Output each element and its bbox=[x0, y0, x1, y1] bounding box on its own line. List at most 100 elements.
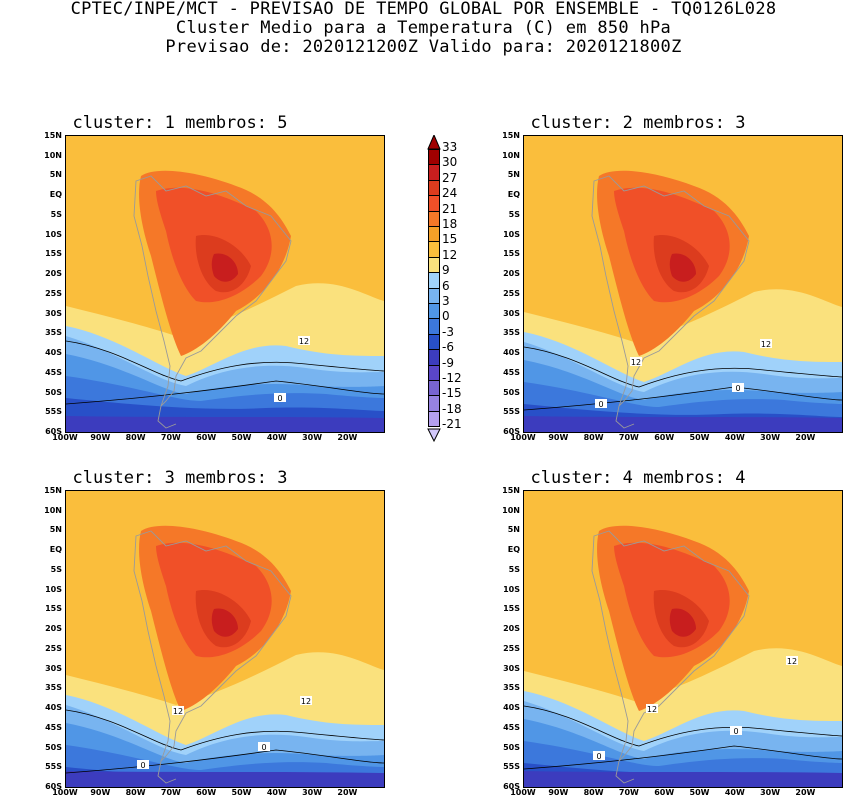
colorbar-arrows bbox=[427, 135, 441, 443]
longitude-tick-label: 90W bbox=[90, 788, 111, 797]
svg-text:0: 0 bbox=[596, 752, 601, 761]
svg-text:0: 0 bbox=[261, 743, 266, 752]
contour-label: 0 bbox=[732, 383, 744, 393]
latitude-tick-label: 35S bbox=[503, 683, 520, 693]
latitude-tick-label: 15S bbox=[45, 249, 62, 259]
latitude-tick-label: EQ bbox=[49, 190, 62, 200]
temperature-field: 12 12 0 0 bbox=[66, 491, 384, 787]
latitude-tick-label: 30S bbox=[45, 308, 62, 318]
contour-label: 12 bbox=[760, 339, 772, 349]
latitude-tick-label: 40S bbox=[503, 703, 520, 713]
longitude-tick-label: 30W bbox=[302, 433, 323, 442]
longitude-tick-label: 20W bbox=[795, 433, 816, 442]
colorbar-swatch bbox=[428, 349, 440, 366]
latitude-tick-label: 10S bbox=[503, 584, 520, 594]
latitude-tick-label: 35S bbox=[45, 328, 62, 338]
latitude-tick-label: 15S bbox=[45, 604, 62, 614]
latitude-tick-label: 25S bbox=[503, 643, 520, 653]
latitude-tick-label: 50S bbox=[503, 387, 520, 397]
colorbar-swatch bbox=[428, 272, 440, 289]
longitude-tick-label: 60W bbox=[654, 788, 675, 797]
colorbar-swatch bbox=[428, 364, 440, 381]
cluster-panel-2: cluster: 2 membros: 3 15N 10N 5N EQ 5S 10S 15S… bbox=[458, 113, 843, 453]
contour-label: 12 bbox=[646, 704, 658, 714]
latitude-tick-label: 35S bbox=[503, 328, 520, 338]
latitude-tick-label: 10S bbox=[45, 584, 62, 594]
colorbar-level-label: -15 bbox=[442, 386, 462, 401]
contour-label: 0 bbox=[258, 742, 270, 752]
latitude-tick-label: 40S bbox=[503, 348, 520, 358]
panel-title: cluster: 2 membros: 3 bbox=[530, 113, 746, 133]
svg-text:12: 12 bbox=[173, 707, 183, 716]
latitude-tick-label: 20S bbox=[503, 624, 520, 634]
longitude-tick-label: 20W bbox=[795, 788, 816, 797]
longitude-tick-label: 30W bbox=[760, 433, 781, 442]
latitude-tick-label: 10N bbox=[502, 150, 520, 160]
latitude-tick-label: 25S bbox=[45, 288, 62, 298]
longitude-tick-label: 70W bbox=[618, 433, 639, 442]
svg-text:0: 0 bbox=[277, 394, 282, 403]
longitude-tick-label: 100W bbox=[52, 788, 78, 797]
latitude-tick-label: 25S bbox=[45, 643, 62, 653]
latitude-tick-label: 20S bbox=[45, 624, 62, 634]
longitude-tick-label: 60W bbox=[196, 433, 217, 442]
longitude-tick-label: 20W bbox=[337, 788, 358, 797]
contour-label: 12 bbox=[172, 706, 184, 716]
header-line-1: CPTEC/INPE/MCT - PREVISAO DE TEMPO GLOBA… bbox=[70, 0, 777, 19]
longitude-tick-label: 40W bbox=[724, 788, 745, 797]
longitude-tick-label: 90W bbox=[548, 433, 569, 442]
colorbar-swatch bbox=[428, 318, 440, 335]
latitude-tick-label: 5N bbox=[507, 170, 520, 180]
temperature-field: 12 12 0 0 bbox=[524, 136, 842, 432]
longitude-tick-label: 80W bbox=[125, 433, 146, 442]
temperature-field: 12 12 0 0 bbox=[524, 491, 842, 787]
longitude-tick-label: 80W bbox=[583, 433, 604, 442]
colorbar-swatch bbox=[428, 287, 440, 304]
latitude-tick-label: 15S bbox=[503, 249, 520, 259]
contour-label: 0 bbox=[274, 393, 286, 403]
temperature-map: 12 12 0 0 bbox=[523, 135, 843, 433]
latitude-tick-label: 10N bbox=[502, 505, 520, 515]
longitude-axis: 100W 90W 80W 70W 60W 50W 40W 30W 20W bbox=[52, 788, 385, 800]
svg-text:12: 12 bbox=[647, 705, 657, 714]
colorbar-swatch bbox=[428, 241, 440, 258]
latitude-tick-label: 45S bbox=[503, 722, 520, 732]
contour-label: 12 bbox=[298, 336, 310, 346]
temperature-map: 12 12 0 0 bbox=[65, 490, 385, 788]
latitude-axis: 15N 10N 5N EQ 5S 10S 15S 20S 25S 30S 35S 40S 45S 50S 5… bbox=[458, 487, 520, 791]
latitude-tick-label: 60S bbox=[45, 427, 62, 436]
longitude-tick-label: 40W bbox=[266, 433, 287, 442]
figure-header: CPTEC/INPE/MCT - PREVISAO DE TEMPO GLOBA… bbox=[0, 0, 847, 57]
longitude-tick-label: 40W bbox=[724, 433, 745, 442]
colorbar-level-label: 30 bbox=[442, 155, 458, 170]
temperature-map: 12 12 0 0 bbox=[523, 490, 843, 788]
latitude-tick-label: 5S bbox=[50, 209, 62, 219]
latitude-tick-label: 15N bbox=[44, 486, 62, 495]
longitude-tick-label: 70W bbox=[618, 788, 639, 797]
svg-text:12: 12 bbox=[299, 337, 309, 346]
latitude-tick-label: 5N bbox=[49, 525, 62, 535]
longitude-tick-label: 80W bbox=[125, 788, 146, 797]
contour-label: 0 bbox=[137, 760, 149, 770]
longitude-tick-label: 40W bbox=[266, 788, 287, 797]
latitude-tick-label: 10N bbox=[44, 150, 62, 160]
temperature-field: 12 0 bbox=[66, 136, 384, 432]
longitude-tick-label: 20W bbox=[337, 433, 358, 442]
latitude-tick-label: EQ bbox=[507, 545, 520, 555]
header-line-2: Cluster Medio para a Temperatura (C) em … bbox=[175, 18, 672, 38]
colorbar-swatch bbox=[428, 179, 440, 197]
longitude-axis: 100W 90W 80W 70W 60W 50W 40W 30W 20W bbox=[510, 433, 843, 445]
latitude-tick-label: 50S bbox=[45, 742, 62, 752]
latitude-tick-label: 15N bbox=[502, 131, 520, 140]
colorbar-level-label: 27 bbox=[442, 170, 458, 185]
contour-label: 0 bbox=[730, 726, 742, 736]
colorbar-swatch bbox=[428, 303, 440, 320]
colorbar-level-label: -6 bbox=[442, 340, 454, 355]
latitude-tick-label: 5N bbox=[49, 170, 62, 180]
cluster-panel-4: cluster: 4 membros: 4 15N 10N 5N EQ 5S 10S 15S… bbox=[458, 468, 843, 808]
colorbar-level-label: 6 bbox=[442, 278, 450, 293]
latitude-tick-label: 20S bbox=[503, 269, 520, 279]
cluster-panel-1: cluster: 1 membros: 5 15N 10N 5N EQ 5S 10S 15S… bbox=[0, 113, 385, 453]
panel-title: cluster: 3 membros: 3 bbox=[72, 468, 288, 488]
longitude-tick-label: 100W bbox=[52, 433, 78, 442]
